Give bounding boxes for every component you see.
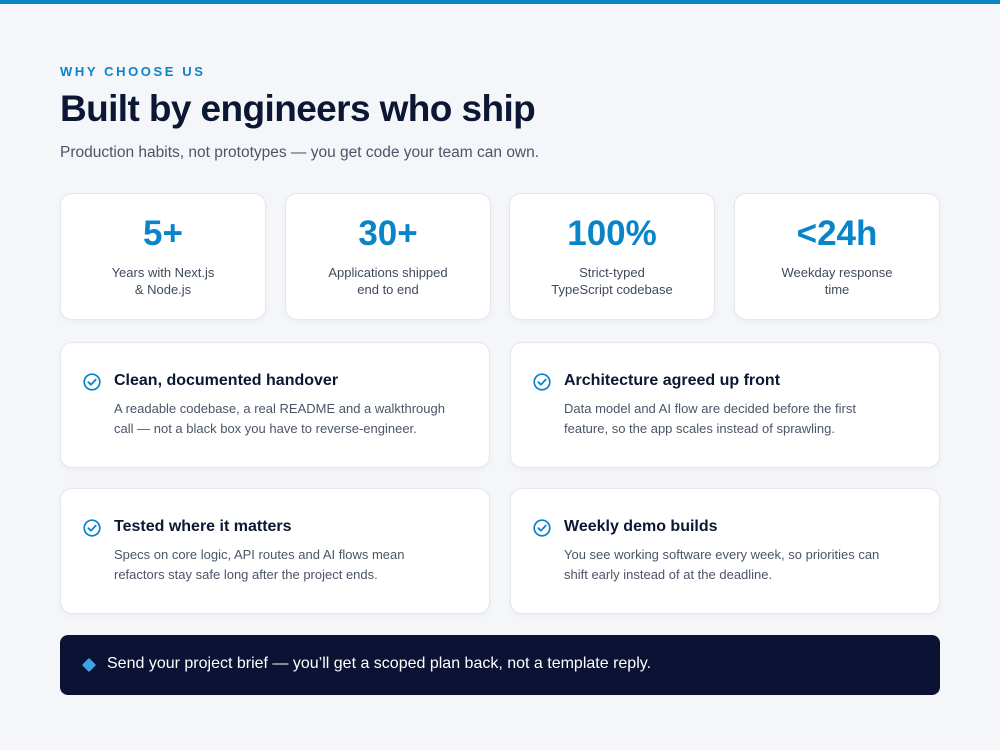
feature-description: You see working software every week, so …	[564, 545, 929, 584]
feature-description-line: A readable codebase, a real README and a…	[114, 401, 445, 416]
feature-description-line: call — not a black box you have to rever…	[114, 420, 417, 436]
top-accent-bar	[0, 0, 1000, 4]
feature-description: Specs on core logic, API routes and AI f…	[114, 545, 479, 584]
section-eyebrow: WHY CHOOSE US	[60, 64, 206, 79]
feature-title: Clean, documented handover	[114, 372, 339, 389]
feature-description-line: You see working software every week, so …	[564, 547, 880, 562]
stat-label: Applications shipped end to end	[300, 264, 476, 298]
feature-description-line: shift early instead of at the deadline.	[564, 566, 773, 582]
stat-label-line: Applications shipped	[328, 265, 448, 280]
stat-card-response-time: <24h Weekday response time	[734, 193, 940, 320]
feature-card-architecture: Architecture agreed up front Data model …	[510, 342, 940, 468]
feature-description: Data model and AI flow are decided befor…	[564, 399, 929, 438]
stat-label-line: time	[824, 282, 850, 297]
stat-label-line: Strict-typed	[579, 265, 645, 280]
feature-title: Architecture agreed up front	[564, 372, 781, 389]
feature-card-testing: Tested where it matters Specs on core lo…	[60, 488, 490, 614]
stat-label-line: & Node.js	[134, 282, 192, 297]
stat-card-years: 5+ Years with Next.js & Node.js	[60, 193, 266, 320]
stat-card-applications: 30+ Applications shipped end to end	[285, 193, 491, 320]
feature-card-handover: Clean, documented handover A readable co…	[60, 342, 490, 468]
stat-label-line: TypeScript codebase	[551, 282, 673, 297]
check-circle-icon	[83, 519, 101, 537]
stat-value: 30+	[358, 214, 418, 253]
cta-text: Send your project brief — you’ll get a s…	[107, 655, 652, 672]
check-circle-icon	[83, 373, 101, 391]
feature-description-line: Specs on core logic, API routes and AI f…	[114, 547, 405, 562]
stat-label-line: end to end	[357, 282, 419, 297]
stat-value: <24h	[796, 214, 878, 253]
stat-label: Strict-typed TypeScript codebase	[524, 264, 700, 298]
feature-card-demo-builds: Weekly demo builds You see working softw…	[510, 488, 940, 614]
cta-banner[interactable]: Send your project brief — you’ll get a s…	[60, 635, 940, 695]
section-title: Built by engineers who ship	[60, 88, 536, 129]
stat-card-typescript: 100% Strict-typed TypeScript codebase	[509, 193, 715, 320]
stat-label-line: Weekday response	[781, 265, 893, 280]
stat-value: 5+	[143, 214, 183, 253]
feature-description-line: feature, so the app scales instead of sp…	[564, 420, 835, 436]
feature-description-line: Data model and AI flow are decided befor…	[564, 401, 856, 416]
feature-description: A readable codebase, a real README and a…	[114, 399, 479, 438]
feature-description-line: refactors stay safe long after the proje…	[114, 566, 378, 582]
diamond-icon	[81, 657, 97, 673]
stat-label-line: Years with Next.js	[111, 265, 215, 280]
check-circle-icon	[533, 373, 551, 391]
feature-title: Tested where it matters	[114, 518, 292, 535]
stat-value: 100%	[567, 214, 657, 253]
stat-label: Years with Next.js & Node.js	[75, 264, 251, 298]
feature-title: Weekly demo builds	[564, 518, 718, 535]
section-subtitle: Production habits, not prototypes — you …	[60, 144, 540, 161]
check-circle-icon	[533, 519, 551, 537]
stat-label: Weekday response time	[749, 264, 925, 298]
